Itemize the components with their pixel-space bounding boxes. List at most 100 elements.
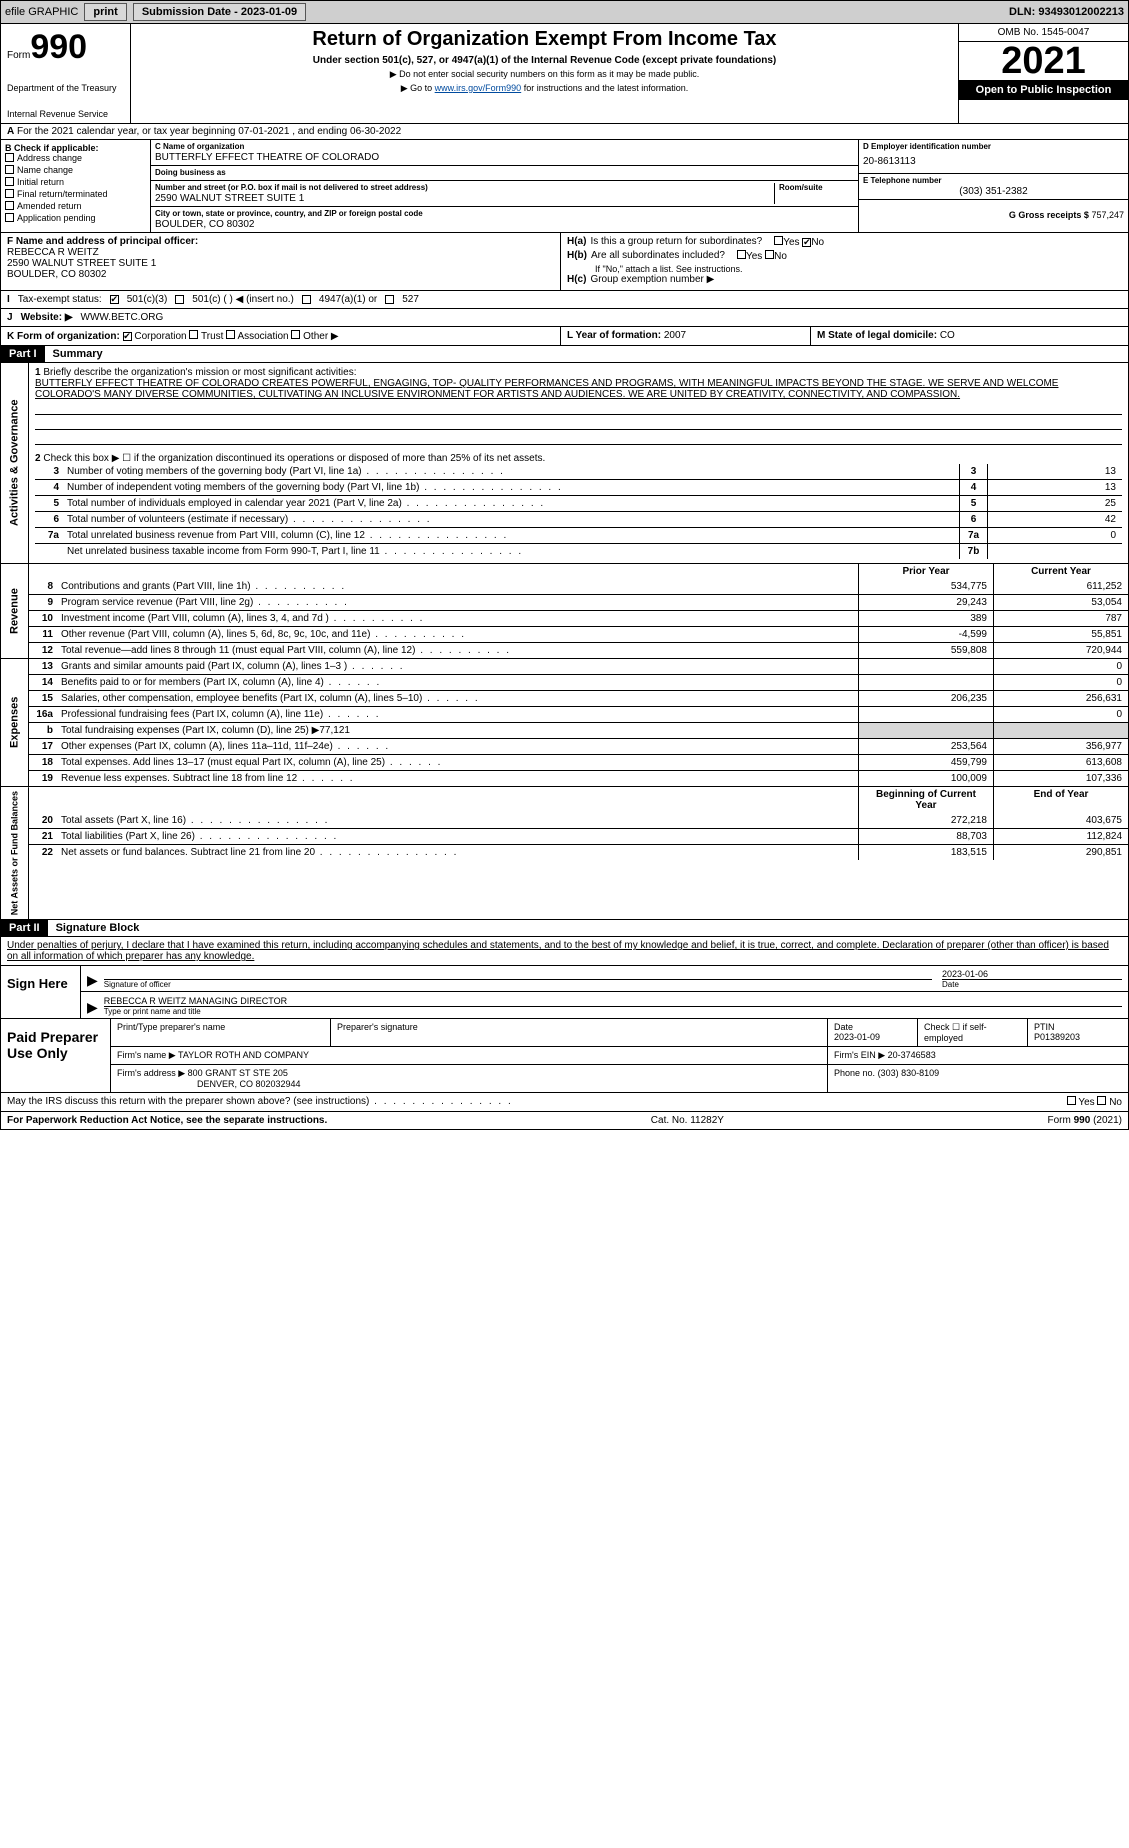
lbl-address-change: Address change	[17, 153, 82, 163]
chk-amended-return[interactable]	[5, 201, 14, 210]
line-num: 14	[29, 675, 57, 690]
lbl-assoc: Association	[237, 331, 288, 342]
firm-addr2: DENVER, CO 802032944	[117, 1079, 301, 1089]
lbl-other: Other ▶	[303, 331, 338, 342]
line-box: 5	[959, 496, 987, 511]
chk-corp[interactable]	[123, 332, 132, 341]
prior-val	[858, 707, 993, 722]
line-desc: Number of voting members of the governin…	[63, 464, 959, 479]
chk-501c3[interactable]	[110, 295, 119, 304]
sig-date-val: 2023-01-06	[942, 969, 1122, 979]
curr-val	[993, 723, 1128, 738]
hb-no-lbl: No	[774, 251, 787, 262]
lbl-name-change: Name change	[17, 165, 73, 175]
rev-header-row: Prior Year Current Year	[29, 564, 1128, 579]
prior-val: 206,235	[858, 691, 993, 706]
hb-yes[interactable]	[737, 250, 746, 259]
ha-no-lbl: No	[811, 237, 824, 248]
city-val: BOULDER, CO 80302	[155, 219, 854, 230]
pra-notice: For Paperwork Reduction Act Notice, see …	[7, 1115, 327, 1126]
chk-application-pending[interactable]	[5, 213, 14, 222]
discuss-yes[interactable]	[1067, 1096, 1076, 1105]
col-b-checkboxes: B Check if applicable: Address change Na…	[1, 140, 151, 232]
revenue-section: Revenue Prior Year Current Year 8 Contri…	[0, 564, 1129, 659]
hb-no[interactable]	[765, 250, 774, 259]
table-row: 18 Total expenses. Add lines 13–17 (must…	[29, 754, 1128, 770]
line-num	[35, 544, 63, 559]
ssn-note: ▶ Do not enter social security numbers o…	[137, 69, 952, 80]
hb-lbl: Are all subordinates included?	[591, 250, 725, 261]
ein-val: 20-8613113	[863, 152, 1124, 171]
line-desc: Total revenue—add lines 8 through 11 (mu…	[57, 643, 858, 658]
efile-label: efile GRAPHIC	[5, 6, 78, 18]
ha-yes[interactable]	[774, 236, 783, 245]
chk-initial-return[interactable]	[5, 177, 14, 186]
discuss-no[interactable]	[1097, 1096, 1106, 1105]
activities-governance: Activities & Governance 1 Briefly descri…	[0, 363, 1129, 564]
line-num: 18	[29, 755, 57, 770]
line2-text: Check this box ▶ ☐ if the organization d…	[43, 453, 545, 464]
begin-val: 183,515	[858, 845, 993, 860]
line-val: 13	[987, 464, 1122, 479]
line-num: 21	[29, 829, 57, 844]
line-desc: Total unrelated business revenue from Pa…	[63, 528, 959, 543]
chk-final-return[interactable]	[5, 189, 14, 198]
table-row: 5 Total number of individuals employed i…	[35, 495, 1122, 511]
print-button[interactable]: print	[84, 3, 126, 21]
end-val: 112,824	[993, 829, 1128, 844]
table-row: 7a Total unrelated business revenue from…	[35, 527, 1122, 543]
line-desc: Contributions and grants (Part VIII, lin…	[57, 579, 858, 594]
lbl-4947: 4947(a)(1) or	[319, 294, 377, 305]
section-a: A For the 2021 calendar year, or tax yea…	[0, 124, 1129, 233]
chk-trust[interactable]	[189, 330, 198, 339]
tax-year: 2021	[959, 42, 1128, 80]
row-j: JWebsite: ▶ WWW.BETC.ORG	[0, 309, 1129, 327]
discuss-yes-lbl: Yes	[1078, 1097, 1094, 1108]
table-row: 12 Total revenue—add lines 8 through 11 …	[29, 642, 1128, 658]
row-fh: F Name and address of principal officer:…	[0, 233, 1129, 291]
k-cell: K Form of organization: Corporation Trus…	[1, 327, 561, 345]
table-row: 21 Total liabilities (Part X, line 26) 8…	[29, 828, 1128, 844]
m-cell: M State of legal domicile: CO	[811, 327, 1128, 345]
officer-city: BOULDER, CO 80302	[7, 269, 554, 280]
line-num: 15	[29, 691, 57, 706]
hdr-prior: Prior Year	[858, 564, 993, 579]
line-desc: Net unrelated business taxable income fr…	[63, 544, 959, 559]
ha-no[interactable]	[802, 238, 811, 247]
chk-4947[interactable]	[302, 295, 311, 304]
chk-501c[interactable]	[175, 295, 184, 304]
line-desc: Professional fundraising fees (Part IX, …	[57, 707, 858, 722]
table-row: 6 Total number of volunteers (estimate i…	[35, 511, 1122, 527]
table-row: 13 Grants and similar amounts paid (Part…	[29, 659, 1128, 674]
line-num: 13	[29, 659, 57, 674]
chk-assoc[interactable]	[226, 330, 235, 339]
line-num: 10	[29, 611, 57, 626]
line-box: 7a	[959, 528, 987, 543]
sig-arrow-2: ▶	[87, 999, 98, 1016]
line1-lbl: Briefly describe the organization's miss…	[43, 367, 356, 378]
form-word: Form	[7, 50, 30, 61]
sig-name-title: REBECCA R WEITZ MANAGING DIRECTOR	[104, 996, 1122, 1006]
part1-header-row: Part I Summary	[0, 346, 1129, 363]
line-num: 5	[35, 496, 63, 511]
table-row: 19 Revenue less expenses. Subtract line …	[29, 770, 1128, 786]
col-f: F Name and address of principal officer:…	[1, 233, 561, 290]
irs-link[interactable]: www.irs.gov/Form990	[435, 83, 522, 93]
table-row: 22 Net assets or fund balances. Subtract…	[29, 844, 1128, 860]
dln-label: DLN: 93493012002213	[1009, 6, 1124, 18]
line-desc: Number of independent voting members of …	[63, 480, 959, 495]
row-i: ITax-exempt status: 501(c)(3) 501(c) ( )…	[0, 291, 1129, 309]
chk-address-change[interactable]	[5, 153, 14, 162]
prior-val: -4,599	[858, 627, 993, 642]
line-desc: Program service revenue (Part VIII, line…	[57, 595, 858, 610]
line-desc: Net assets or fund balances. Subtract li…	[57, 845, 858, 860]
lbl-501c3: 501(c)(3)	[127, 294, 168, 305]
line-desc: Revenue less expenses. Subtract line 18 …	[57, 771, 858, 786]
ha-lbl: Is this a group return for subordinates?	[590, 236, 762, 247]
chk-527[interactable]	[385, 295, 394, 304]
mission-text: BUTTERFLY EFFECT THEATRE OF COLORADO CRE…	[35, 378, 1122, 400]
chk-other[interactable]	[291, 330, 300, 339]
chk-name-change[interactable]	[5, 165, 14, 174]
lbl-application-pending: Application pending	[17, 213, 96, 223]
submission-date-button[interactable]: Submission Date - 2023-01-09	[133, 3, 306, 21]
